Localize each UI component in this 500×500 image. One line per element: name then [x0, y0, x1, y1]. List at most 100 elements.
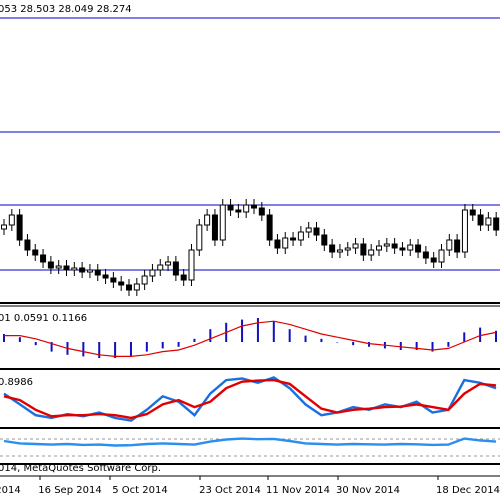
candle-body [407, 244, 414, 251]
histogram-bar [34, 342, 37, 346]
histogram-bar [352, 342, 355, 346]
candle-body [118, 281, 125, 286]
candle-body [47, 261, 54, 269]
candle-body [157, 264, 164, 271]
candle-body [243, 204, 250, 213]
histogram-bar [209, 329, 212, 342]
histogram-bar [129, 342, 132, 357]
candle-body [297, 231, 304, 241]
histogram-bar [241, 319, 244, 342]
candle-body [360, 243, 367, 256]
histogram-bar [18, 337, 21, 342]
histogram-bar [336, 342, 339, 343]
copyright: 014, MetaQuotes Software Corp. [0, 463, 161, 474]
histogram-bar [256, 318, 259, 342]
candle-body [211, 214, 218, 241]
time-label: 5 Oct 2014 [112, 485, 167, 496]
histogram-bar [98, 342, 101, 358]
candle-body [40, 254, 47, 263]
candle-body [227, 204, 234, 211]
histogram-bar [177, 342, 180, 347]
candle-body [149, 269, 156, 277]
candle-body [305, 227, 312, 233]
histogram-bar [415, 342, 418, 350]
candle-body [133, 283, 140, 291]
candle-body [446, 239, 453, 251]
candle-body [469, 209, 476, 216]
candle-body [344, 247, 351, 251]
time-label: 2014 [0, 485, 21, 496]
histogram-bar [272, 321, 275, 342]
candle-body [196, 224, 203, 251]
indicator-line [4, 320, 497, 357]
stochastic-label: 0.8986 [0, 377, 33, 388]
indicator-line [3, 378, 497, 420]
candle-body [172, 261, 179, 276]
candle-body [63, 265, 70, 271]
candle-body [251, 204, 257, 209]
candle-body [1, 224, 7, 230]
histogram-bar [479, 327, 482, 342]
histogram-bar [320, 338, 323, 342]
candle-body [266, 214, 273, 241]
candle-body [336, 249, 343, 253]
macd-label: 01 0.0591 0.1166 [0, 313, 87, 324]
candle-body [461, 209, 468, 253]
histogram-bar [3, 334, 5, 342]
candle-body [86, 269, 93, 273]
histogram-bar [82, 342, 85, 357]
time-label: 11 Nov 2014 [266, 485, 330, 496]
candle-body [8, 214, 15, 226]
candle-body [235, 209, 242, 213]
candle-body [110, 277, 117, 283]
candle-body [274, 239, 281, 249]
candle-body [24, 239, 31, 251]
candle-body [422, 251, 429, 259]
candle-body [165, 261, 172, 266]
time-label: 30 Nov 2014 [336, 485, 400, 496]
candle-body [438, 249, 445, 263]
candle-body [352, 243, 359, 249]
candle-body [415, 244, 422, 253]
histogram-bar [304, 335, 307, 342]
candle-body [188, 249, 195, 281]
candle-body [204, 214, 211, 226]
histogram-bar [368, 342, 371, 347]
candle-body [258, 207, 265, 216]
histogram-bar [447, 342, 450, 347]
histogram-bar [114, 342, 117, 358]
candle-body [282, 237, 289, 249]
candle-body [79, 267, 86, 273]
candle-body [376, 245, 382, 251]
candle-body [477, 214, 484, 226]
candle-body [94, 269, 101, 276]
histogram-bar [161, 342, 164, 349]
price-header: 053 28.503 28.049 28.274 [0, 4, 132, 15]
candle-body [391, 243, 398, 249]
candle-body [493, 217, 500, 231]
candle-body [219, 204, 226, 241]
candle-body [313, 227, 320, 236]
histogram-bar [145, 342, 148, 352]
time-label: 18 Dec 2014 [436, 485, 500, 496]
candle-body [329, 244, 336, 253]
time-label: 23 Oct 2014 [199, 485, 261, 496]
candle-body [32, 249, 39, 256]
candle-body [71, 267, 78, 271]
histogram-bar [288, 329, 291, 342]
candle-body [180, 274, 187, 281]
candle-body [485, 217, 492, 226]
candle-body [126, 284, 132, 291]
histogram-bar [463, 332, 466, 342]
histogram-bar [431, 342, 434, 352]
candle-body [383, 243, 390, 247]
candle-body [55, 265, 62, 269]
indicator-line [3, 437, 497, 447]
candle-body [290, 237, 297, 241]
candle-body [430, 257, 437, 263]
candle-body [368, 249, 375, 256]
candle-body [141, 275, 148, 285]
histogram-bar [399, 342, 402, 350]
